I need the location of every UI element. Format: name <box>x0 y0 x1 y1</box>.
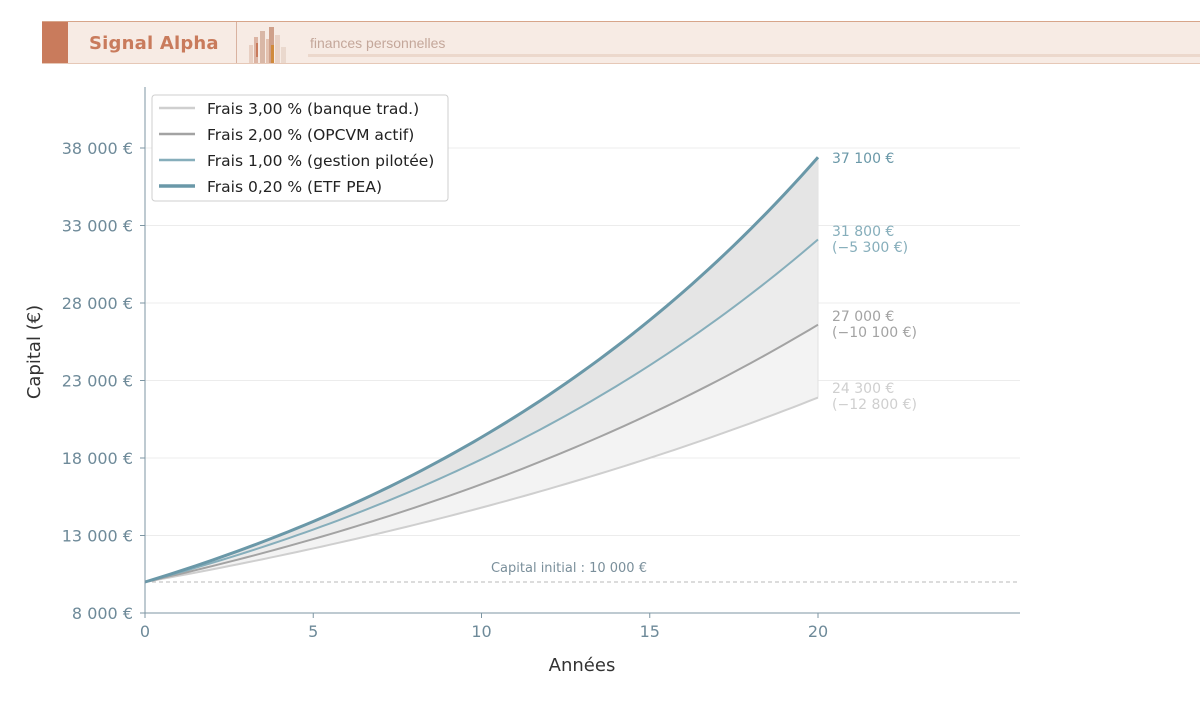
end-label-diff: (−10 100 €) <box>832 325 917 341</box>
legend-label: Frais 2,00 % (OPCVM actif) <box>207 126 414 144</box>
reference-line-label: Capital initial : 10 000 € <box>491 561 647 576</box>
series-lines <box>144 156 820 584</box>
series-line-0 <box>144 396 819 583</box>
y-tick-label: 38 000 € <box>62 139 133 158</box>
y-tick-labels: 8 000 € 13 000 € 18 000 € 23 000 € 28 000 € 3… <box>62 139 145 623</box>
header-tagline: finances personnelles <box>310 35 446 51</box>
y-tick-label: 28 000 € <box>62 294 133 313</box>
y-tick-label: 13 000 € <box>62 527 133 546</box>
end-label-value: 27 000 € <box>832 309 894 325</box>
legend-label: Frais 1,00 % (gestion pilotée) <box>207 152 434 170</box>
y-tick-label: 18 000 € <box>62 449 133 468</box>
x-tick-label: 15 <box>640 622 660 641</box>
end-label-value: 24 300 € <box>832 381 894 397</box>
brand-title[interactable]: Signal Alpha <box>89 33 219 54</box>
end-label-diff: (−12 800 €) <box>832 397 917 413</box>
end-label-value: 31 800 € <box>832 224 894 240</box>
legend: Frais 3,00 % (banque trad.) Frais 2,00 % … <box>151 94 449 202</box>
end-label-value: 37 100 € <box>832 151 894 167</box>
app-header: Signal Alpha finances personnelles <box>42 21 1200 64</box>
x-tick-label: 0 <box>140 622 150 641</box>
x-axis-label: Années <box>549 655 616 676</box>
end-label-diff: (−5 300 €) <box>832 240 908 256</box>
x-tick-labels: 0 5 10 15 20 <box>140 613 828 641</box>
y-tick-label: 23 000 € <box>62 372 133 391</box>
header-rule <box>308 54 1200 57</box>
x-tick-label: 20 <box>808 622 828 641</box>
end-labels: 37 100 € 31 800 €(−5 300 €) 27 000 €(−10 1… <box>832 151 917 413</box>
legend-box <box>151 94 449 202</box>
bar-chart-logo-icon <box>249 27 286 63</box>
y-axis-label: Capital (€) <box>24 305 45 399</box>
series-line-1 <box>144 323 819 583</box>
series-fills <box>145 157 819 583</box>
x-tick-label: 10 <box>471 622 491 641</box>
series-line-3 <box>144 156 820 584</box>
x-tick-label: 5 <box>308 622 318 641</box>
header-accent-bar <box>42 22 68 63</box>
y-tick-label: 8 000 € <box>72 604 133 623</box>
legend-label: Frais 3,00 % (banque trad.) <box>207 100 419 118</box>
header-separator <box>236 22 237 63</box>
series-line-2 <box>144 238 819 583</box>
axes <box>144 87 1020 614</box>
legend-label: Frais 0,20 % (ETF PEA) <box>207 178 382 196</box>
y-tick-label: 33 000 € <box>62 217 133 236</box>
